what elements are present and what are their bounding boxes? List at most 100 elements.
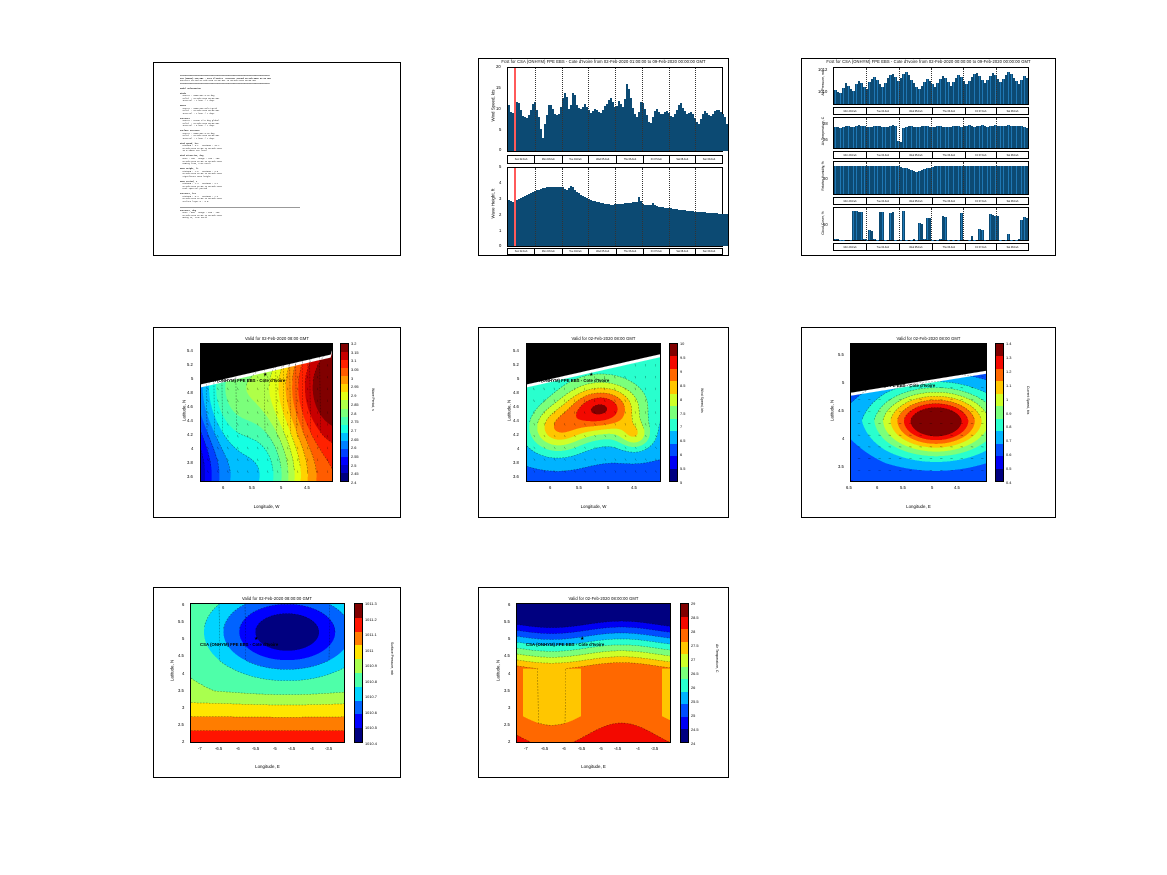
bar <box>860 166 863 194</box>
bar <box>839 166 842 194</box>
bar <box>606 103 608 151</box>
bar <box>873 125 876 148</box>
bar <box>912 239 916 240</box>
bar <box>954 166 958 194</box>
bar <box>652 203 654 246</box>
bar <box>702 212 704 246</box>
bar <box>868 82 871 104</box>
figure-title: Valid for 02-Feb-2020 08:00 GMT <box>244 336 309 341</box>
colorbar-tick: 1.2 <box>1006 368 1012 374</box>
bar <box>862 166 866 194</box>
bar <box>925 217 929 240</box>
colorbar-tick: 24.5 <box>691 727 699 732</box>
day-label: Sun 09-Feb <box>702 250 716 253</box>
bar <box>532 191 534 246</box>
map-xtick: -6.5 <box>215 746 223 751</box>
bar <box>988 76 992 104</box>
bar <box>965 166 968 194</box>
colorbar-swatch <box>341 408 348 417</box>
day-gridline <box>930 118 932 148</box>
day-gridline <box>588 68 590 151</box>
map-xtick: 5.5 <box>900 485 906 490</box>
map-ytick: 2 <box>508 739 511 744</box>
colorbar-tick: 3.15 <box>351 349 359 355</box>
day-gridline <box>930 162 932 194</box>
bar <box>847 85 850 104</box>
colorbar-swatch <box>341 456 348 465</box>
report-line: Interval : 1 hour / 7 days <box>180 99 215 103</box>
bar <box>558 113 560 151</box>
colorbar-tick: 6.5 <box>680 438 686 444</box>
bar <box>891 74 895 104</box>
bar <box>682 209 684 246</box>
report-line: Coming from, true north <box>180 162 211 166</box>
bar <box>883 166 887 194</box>
panel-surface-pressure-map: Valid for 02-Feb-2020 08:00:00 GMT 1011.… <box>153 587 401 778</box>
bar <box>570 105 572 151</box>
map-ytick: 4.4 <box>187 418 193 423</box>
colorbar-swatch <box>355 700 362 715</box>
bar <box>965 125 968 148</box>
bar <box>538 189 540 246</box>
wind-speed-colorbar-title: Wind Speed, kts <box>700 388 704 413</box>
wave-height-bars <box>508 168 728 246</box>
report-line: Interval : 1 hour / 7 days <box>180 136 215 140</box>
bar <box>1023 166 1026 194</box>
bar <box>902 211 905 240</box>
bar <box>910 170 913 194</box>
bar <box>718 213 720 246</box>
colorbar-tick: 6 <box>680 452 683 458</box>
bar <box>706 212 708 246</box>
bar <box>904 72 908 104</box>
bar <box>718 110 720 151</box>
colorbar-swatch <box>670 393 677 407</box>
bar <box>886 78 890 104</box>
bar <box>967 81 971 104</box>
map-ytick: 4.2 <box>187 432 193 437</box>
bar <box>554 186 556 246</box>
bar <box>876 125 879 148</box>
bar <box>508 104 510 151</box>
wind-speed-bars <box>508 68 728 151</box>
report-line: 02-Feb-2020 01:00 to 09-Feb-2020 <box>180 172 222 176</box>
bar <box>584 197 586 246</box>
colorbar-tick: 2.6 <box>351 445 357 451</box>
bar <box>564 188 566 246</box>
bar <box>918 127 921 148</box>
bar <box>946 166 950 194</box>
bar <box>939 125 942 148</box>
day-label: Tue 04-Feb <box>867 198 900 204</box>
bar <box>1025 217 1029 240</box>
map-xtick: -5 <box>273 746 277 751</box>
figure-title: Fcst for CSA (ONHYM) FPE EBS - Cote d'Iv… <box>826 58 1031 64</box>
bar <box>724 116 726 151</box>
bar <box>952 166 955 194</box>
bar <box>860 212 863 240</box>
bar <box>889 125 892 148</box>
day-label: Wed 05-Feb <box>900 108 934 114</box>
bar <box>684 210 686 246</box>
bar <box>941 166 945 194</box>
panel-current-speed-map: Valid for 02-Feb-2020 08:00 GMT 1.4 1.3 1.… <box>801 327 1056 518</box>
bar <box>1017 84 1021 104</box>
report-line: Valid : 02-Feb-2020 00:00 GMT <box>180 134 220 138</box>
bar <box>857 166 861 194</box>
surface-pressure-colorbar <box>354 603 363 743</box>
bar <box>508 199 510 246</box>
bar <box>986 166 989 194</box>
bar <box>536 190 538 246</box>
bar <box>967 125 971 148</box>
bar <box>849 126 853 148</box>
colorbar-swatch <box>670 431 677 444</box>
report-line: Valid : 02-Feb-2020 00:00 GMT <box>180 109 220 113</box>
bar <box>604 203 606 246</box>
bar <box>608 204 610 246</box>
bar <box>1015 81 1018 104</box>
bar <box>626 203 628 246</box>
bar <box>658 111 660 151</box>
bar <box>1025 78 1029 104</box>
report-line: Source : HYCOM 1/12 deg global <box>180 119 220 123</box>
colorbar-swatch <box>996 406 1003 419</box>
map-ytick: 5 <box>508 636 511 641</box>
colorbar-tick: 2.55 <box>351 453 359 459</box>
